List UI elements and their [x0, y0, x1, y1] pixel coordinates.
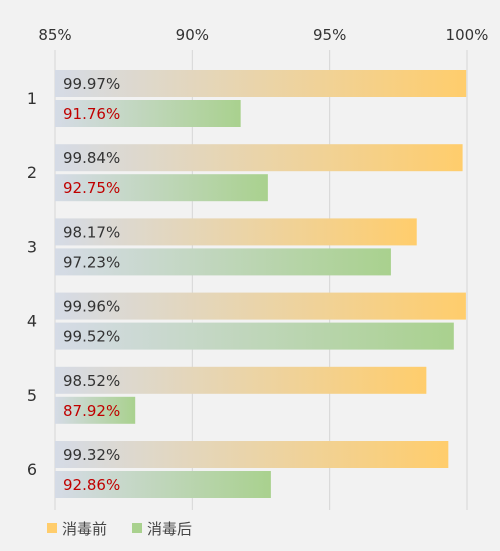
category-label: 3: [27, 237, 37, 256]
legend: 消毒前 消毒后: [47, 520, 192, 538]
y-axis-categories: 1 2 3 4 5 6: [27, 89, 37, 479]
data-label: 99.96%: [63, 298, 120, 316]
bar-after: [55, 248, 391, 276]
data-label: 87.92%: [63, 402, 120, 420]
data-label: 92.86%: [63, 476, 120, 494]
data-label: 99.32%: [63, 446, 120, 464]
x-axis-ticks: 85% 90% 95% 100%: [38, 26, 488, 44]
category-label: 6: [27, 460, 37, 479]
legend-label: 消毒前: [62, 520, 107, 538]
bar-after: [55, 100, 241, 127]
x-tick-label: 100%: [446, 26, 489, 44]
data-label: 98.17%: [63, 223, 120, 241]
bar-after: [55, 174, 268, 202]
legend-label: 消毒后: [147, 520, 192, 538]
legend-swatch: [47, 523, 57, 533]
x-tick-label: 90%: [176, 26, 209, 44]
data-label: 99.97%: [63, 75, 120, 93]
bar-before: [55, 70, 467, 97]
data-label: 99.84%: [63, 149, 120, 167]
bars: 99.97% 91.76% 99.84% 92.75% 98.17% 97.23% 99.9…: [55, 70, 467, 498]
x-tick-label: 95%: [313, 26, 346, 44]
data-label: 97.23%: [63, 253, 120, 271]
data-label: 98.52%: [63, 372, 120, 390]
data-label: 92.75%: [63, 179, 120, 197]
bar-after: [55, 322, 454, 350]
legend-swatch: [132, 523, 142, 533]
data-label: 99.52%: [63, 328, 120, 346]
bar-before: [55, 441, 449, 468]
bar-after: [55, 396, 136, 424]
x-tick-label: 85%: [38, 26, 71, 44]
bar-before: [55, 144, 463, 172]
bar-before: [55, 218, 417, 246]
bar-after: [55, 471, 271, 498]
bar-before: [55, 292, 466, 320]
category-label: 4: [27, 312, 37, 331]
bar-before: [55, 366, 427, 394]
category-label: 2: [27, 163, 37, 182]
data-label: 91.76%: [63, 105, 120, 123]
category-label: 1: [27, 89, 37, 108]
category-label: 5: [27, 386, 37, 405]
